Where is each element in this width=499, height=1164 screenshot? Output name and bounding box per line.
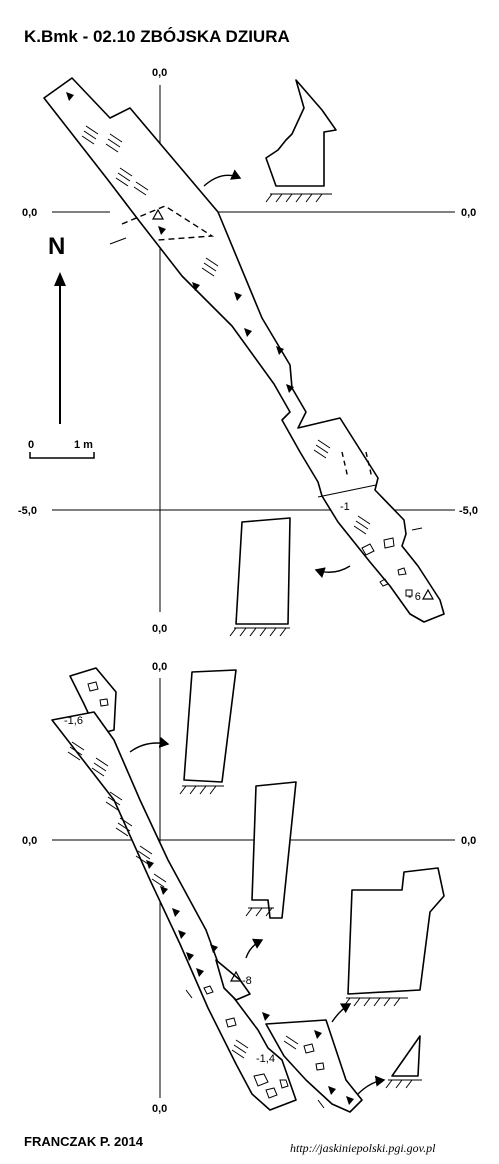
- survey-station-icon: [229, 970, 243, 982]
- passage-outline: [265, 1019, 363, 1113]
- section-arrow: [203, 169, 242, 187]
- slope-hatching: [67, 741, 299, 1059]
- lower-plan: 0,0 0,0 0,0 0,0: [22, 661, 476, 1115]
- survey-station-icon: [421, 588, 435, 600]
- entrance-dashed-line: [121, 205, 215, 241]
- section-tick: [185, 989, 193, 999]
- depth-dashed-line: [341, 451, 373, 479]
- axis-label-right: 0,0: [461, 207, 476, 219]
- cross-section-profile: [265, 79, 337, 187]
- section-line: [317, 484, 377, 498]
- author-credit: FRANCZAK P. 2014: [24, 1134, 144, 1149]
- axis-label-left: 0,0: [22, 835, 37, 847]
- map-title: K.Bmk - 02.10 ZBÓJSKA DZIURA: [24, 27, 290, 46]
- cross-section-profile: [183, 669, 237, 783]
- scale-start-label: 0: [28, 439, 34, 451]
- section-arrow: [129, 736, 170, 753]
- axis-label-right-lower: -5,0: [459, 505, 478, 517]
- passage-outline: [43, 77, 445, 623]
- depth-label: -1,6: [64, 715, 83, 727]
- section-arrow: [245, 938, 264, 959]
- axis-label-top: 0,0: [152, 67, 167, 79]
- cross-section-ground: [245, 907, 274, 917]
- slope-hatching: [81, 125, 371, 535]
- cross-section-ground: [229, 627, 290, 637]
- slope-arrows: [66, 92, 294, 393]
- north-arrow-head: [54, 272, 66, 286]
- north-label: N: [48, 233, 65, 260]
- section-tick: [411, 527, 423, 531]
- survey-station-icon: [151, 208, 165, 220]
- boulders: [361, 537, 413, 597]
- cross-section-ground: [265, 193, 332, 203]
- depth-label: -8: [242, 975, 252, 987]
- cross-section-profile: [235, 517, 291, 625]
- cross-section-ground: [343, 997, 408, 1007]
- section-tick: [109, 237, 127, 245]
- north-arrow: N: [48, 233, 66, 424]
- scale-end-label: 1 m: [74, 439, 93, 451]
- section-arrow: [331, 1003, 352, 1023]
- boulders: [87, 681, 325, 1099]
- slope-arrows: [146, 860, 354, 1105]
- axis-label-right: 0,0: [461, 835, 476, 847]
- cross-section-profile: [251, 781, 297, 919]
- cross-section-profile: [347, 867, 445, 995]
- axis-label-bottom: 0,0: [152, 1103, 167, 1115]
- section-tick: [317, 1099, 325, 1109]
- depth-label: -1: [340, 501, 350, 513]
- axis-label-bottom: 0,0: [152, 623, 167, 635]
- axis-label-left-lower: -5,0: [18, 505, 37, 517]
- source-url: http://jaskiniepolski.pgi.gov.pl: [290, 1141, 436, 1155]
- depth-label: - 6: [408, 591, 421, 603]
- axis-label-left: 0,0: [22, 207, 37, 219]
- section-arrow: [314, 565, 351, 578]
- cross-section-ground: [179, 785, 224, 795]
- upper-plan: 0,0 0,0 0,0 -5,0 -5,0 0,0: [18, 67, 478, 637]
- passage-outline: [215, 959, 251, 1001]
- passage-outline: [69, 667, 117, 735]
- section-arrow: [357, 1075, 386, 1095]
- axis-label-top: 0,0: [152, 661, 167, 673]
- depth-label: -1,4: [256, 1053, 275, 1065]
- cross-section-ground: [385, 1079, 422, 1089]
- scale-bar: 0 1 m: [28, 439, 95, 459]
- cross-section-profile: [391, 1035, 421, 1077]
